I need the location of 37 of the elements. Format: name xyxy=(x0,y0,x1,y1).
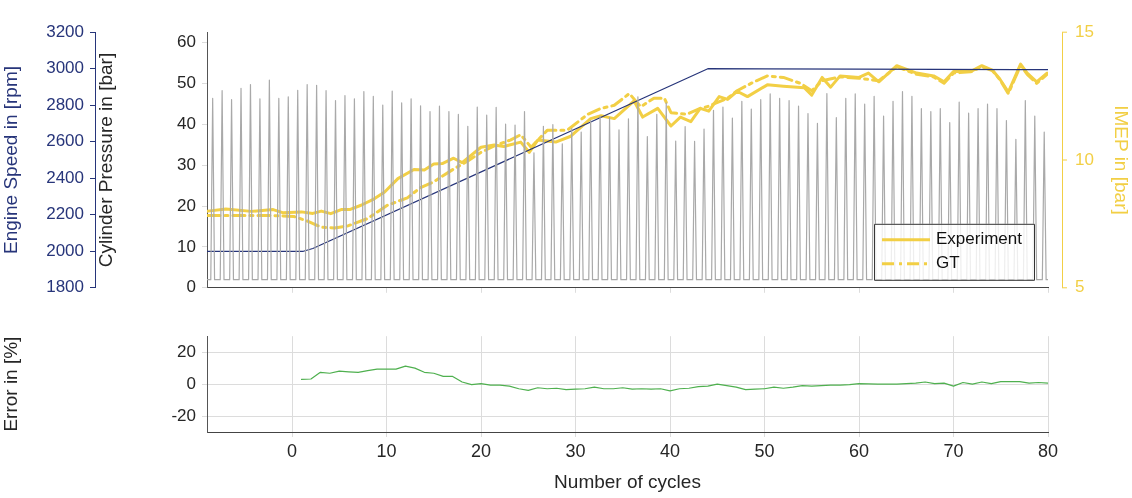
y-axis-title: Error in [%] xyxy=(0,336,21,432)
y2-axis-title: IMEP in [bar] xyxy=(1111,105,1132,215)
y-tick-label: 20 xyxy=(177,195,196,215)
y2-tick-label: 10 xyxy=(1075,149,1094,169)
x-tick-label: 0 xyxy=(287,440,298,461)
x-tick-label: 20 xyxy=(471,440,492,461)
x-tick-label: 60 xyxy=(849,440,870,461)
y3-tick-label: 3000 xyxy=(46,58,84,78)
y-tick-label: 0 xyxy=(186,277,196,297)
y2-tick-label: 15 xyxy=(1075,21,1094,41)
y-tick-label: 60 xyxy=(177,32,196,52)
y3-tick-label: 2800 xyxy=(46,94,84,114)
y-tick-label: 0 xyxy=(186,373,196,393)
y-tick-label: 50 xyxy=(177,73,196,93)
x-tick-label: 40 xyxy=(660,440,681,461)
y3-tick-label: 2000 xyxy=(46,240,84,260)
y2-tick-label: 5 xyxy=(1075,277,1085,297)
legend-label: Experiment xyxy=(936,229,1023,249)
x-tick-label: 80 xyxy=(1037,440,1059,461)
y3-tick-label: 2400 xyxy=(46,167,84,187)
x-axis-title: Number of cycles xyxy=(554,470,701,492)
legend-label: GT xyxy=(936,253,960,273)
y-tick-label: 30 xyxy=(177,154,196,174)
y-tick-label: 10 xyxy=(177,236,196,256)
x-tick-label: 30 xyxy=(565,440,586,461)
y-tick-label: 40 xyxy=(177,113,196,133)
y-tick-label: 20 xyxy=(177,341,196,361)
y3-tick-label: 3200 xyxy=(46,21,84,41)
y-axis-title: Cylinder Pressure in [bar] xyxy=(94,52,116,268)
x-tick-label: 10 xyxy=(376,440,397,461)
x-tick-label: 50 xyxy=(754,440,775,461)
x-tick-label: 70 xyxy=(943,440,964,461)
y3-tick-label: 2600 xyxy=(46,131,84,151)
y3-tick-label: 2200 xyxy=(46,204,84,224)
y-tick-label: -20 xyxy=(171,405,196,425)
y3-axis-title: Engine Speed in [rpm] xyxy=(0,65,21,255)
y3-tick-label: 1800 xyxy=(46,277,84,297)
